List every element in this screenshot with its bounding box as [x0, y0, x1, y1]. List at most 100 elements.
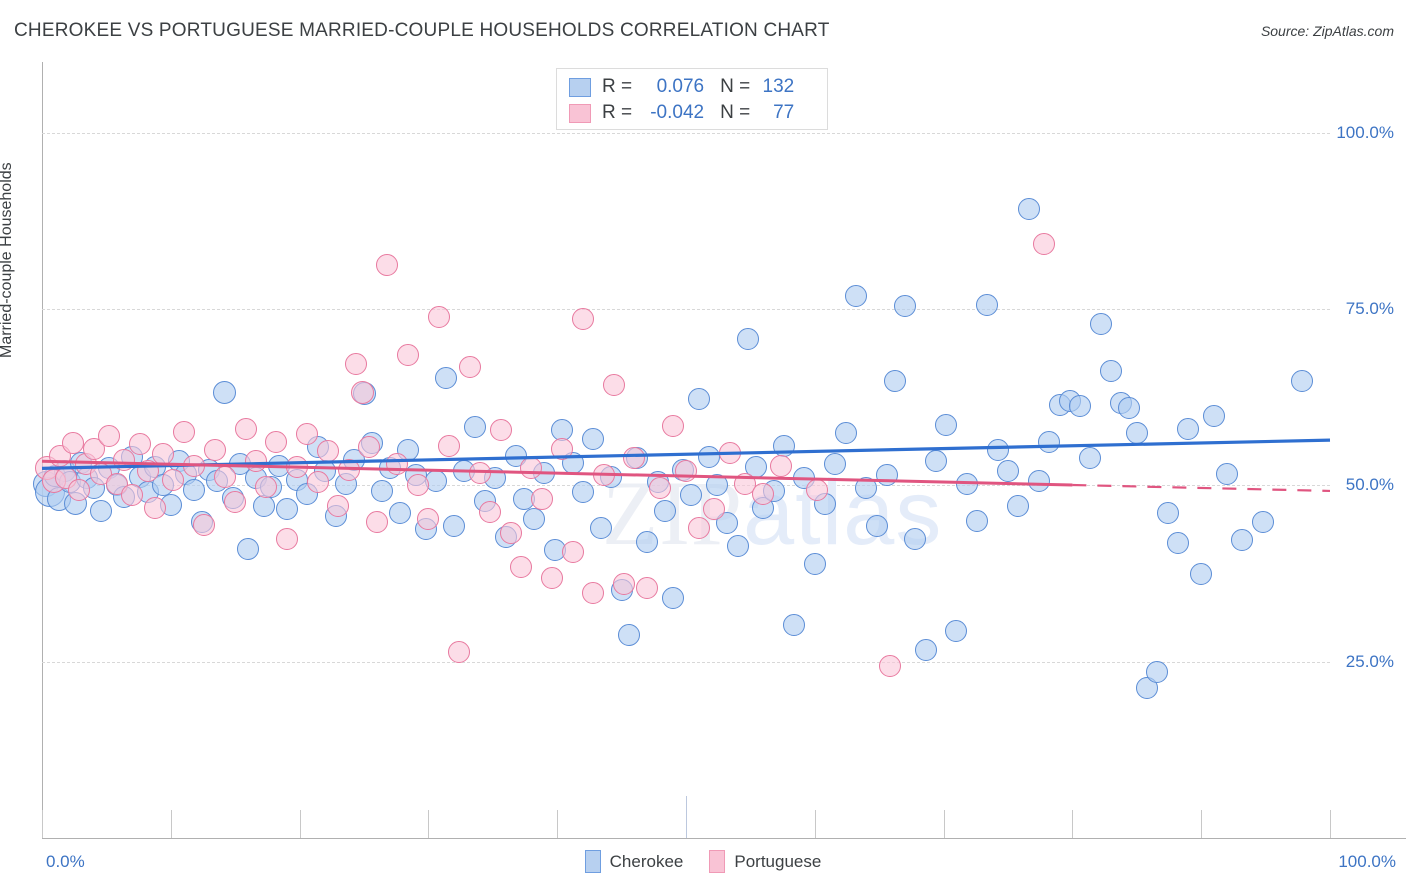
scatter-point-portuguese[interactable]	[121, 484, 144, 507]
scatter-point-cherokee[interactable]	[893, 295, 916, 318]
scatter-point-cherokee[interactable]	[935, 413, 958, 436]
scatter-point-cherokee[interactable]	[716, 512, 739, 535]
scatter-point-portuguese[interactable]	[345, 352, 368, 375]
scatter-point-portuguese[interactable]	[358, 436, 381, 459]
scatter-point-portuguese[interactable]	[61, 431, 84, 454]
scatter-point-cherokee[interactable]	[571, 481, 594, 504]
scatter-point-cherokee[interactable]	[275, 498, 298, 521]
scatter-point-cherokee[interactable]	[1290, 369, 1313, 392]
scatter-point-cherokee[interactable]	[924, 450, 947, 473]
scatter-point-portuguese[interactable]	[438, 434, 460, 457]
scatter-point-portuguese[interactable]	[172, 420, 195, 443]
scatter-point-cherokee[interactable]	[1027, 470, 1050, 493]
scatter-point-portuguese[interactable]	[136, 460, 159, 483]
scatter-point-portuguese[interactable]	[770, 454, 793, 477]
scatter-point-portuguese[interactable]	[718, 441, 741, 464]
scatter-point-cherokee[interactable]	[1215, 462, 1238, 485]
scatter-point-portuguese[interactable]	[561, 540, 584, 563]
scatter-point-portuguese[interactable]	[286, 455, 309, 478]
scatter-point-portuguese[interactable]	[489, 419, 512, 442]
scatter-point-portuguese[interactable]	[327, 495, 350, 518]
scatter-point-portuguese[interactable]	[337, 458, 360, 481]
scatter-point-cherokee[interactable]	[237, 537, 260, 560]
scatter-point-cherokee[interactable]	[687, 388, 710, 411]
scatter-point-portuguese[interactable]	[806, 478, 829, 501]
scatter-point-cherokee[interactable]	[1079, 447, 1102, 470]
scatter-point-portuguese[interactable]	[365, 510, 388, 533]
scatter-point-portuguese[interactable]	[224, 491, 247, 514]
scatter-point-portuguese[interactable]	[407, 474, 430, 497]
scatter-point-cherokee[interactable]	[1146, 660, 1169, 683]
scatter-point-cherokee[interactable]	[1069, 395, 1092, 418]
scatter-point-cherokee[interactable]	[523, 508, 546, 531]
scatter-point-cherokee[interactable]	[834, 422, 857, 445]
scatter-point-portuguese[interactable]	[510, 556, 533, 579]
scatter-point-cherokee[interactable]	[435, 367, 458, 390]
scatter-point-portuguese[interactable]	[499, 522, 522, 545]
scatter-point-cherokee[interactable]	[945, 619, 968, 642]
scatter-point-portuguese[interactable]	[351, 380, 375, 404]
scatter-point-portuguese[interactable]	[448, 640, 471, 663]
scatter-point-portuguese[interactable]	[592, 464, 615, 487]
scatter-point-cherokee[interactable]	[443, 515, 466, 538]
scatter-point-portuguese[interactable]	[427, 306, 450, 329]
scatter-point-cherokee[interactable]	[371, 479, 394, 502]
scatter-point-cherokee[interactable]	[389, 502, 412, 525]
scatter-point-cherokee[interactable]	[582, 427, 605, 450]
scatter-point-cherokee[interactable]	[662, 587, 685, 610]
scatter-point-portuguese[interactable]	[613, 573, 636, 596]
scatter-point-portuguese[interactable]	[128, 433, 151, 456]
series-legend-item-portuguese[interactable]: Portuguese	[709, 850, 821, 873]
scatter-point-portuguese[interactable]	[662, 415, 685, 437]
scatter-point-portuguese[interactable]	[396, 344, 419, 367]
scatter-point-cherokee[interactable]	[252, 495, 275, 518]
scatter-point-cherokee[interactable]	[705, 474, 728, 497]
scatter-point-cherokee[interactable]	[1038, 430, 1061, 453]
scatter-point-cherokee[interactable]	[182, 478, 205, 501]
series-legend-item-cherokee[interactable]: Cherokee	[584, 850, 683, 873]
scatter-point-portuguese[interactable]	[417, 508, 440, 531]
scatter-point-cherokee[interactable]	[883, 369, 906, 392]
scatter-point-cherokee[interactable]	[654, 499, 677, 522]
scatter-point-portuguese[interactable]	[752, 482, 775, 505]
scatter-point-cherokee[interactable]	[618, 623, 641, 646]
scatter-point-cherokee[interactable]	[904, 527, 927, 550]
scatter-point-cherokee[interactable]	[90, 500, 113, 523]
scatter-point-cherokee[interactable]	[914, 639, 937, 662]
scatter-point-portuguese[interactable]	[878, 654, 901, 677]
scatter-point-cherokee[interactable]	[1125, 422, 1148, 445]
scatter-point-cherokee[interactable]	[997, 460, 1019, 483]
scatter-point-portuguese[interactable]	[97, 424, 120, 447]
scatter-point-portuguese[interactable]	[234, 417, 257, 440]
scatter-point-cherokee[interactable]	[1118, 396, 1141, 419]
scatter-point-portuguese[interactable]	[162, 468, 185, 491]
scatter-point-cherokee[interactable]	[976, 293, 999, 316]
scatter-point-portuguese[interactable]	[636, 577, 659, 600]
scatter-point-cherokee[interactable]	[636, 530, 659, 553]
scatter-point-cherokee[interactable]	[1156, 502, 1179, 525]
scatter-point-portuguese[interactable]	[144, 496, 167, 519]
scatter-point-cherokee[interactable]	[955, 472, 978, 495]
scatter-point-portuguese[interactable]	[203, 439, 226, 461]
scatter-point-cherokee[interactable]	[1252, 510, 1275, 533]
scatter-point-cherokee[interactable]	[845, 285, 868, 308]
scatter-point-portuguese[interactable]	[275, 527, 298, 550]
scatter-point-cherokee[interactable]	[1167, 532, 1190, 555]
scatter-point-cherokee[interactable]	[783, 613, 806, 636]
scatter-point-portuguese[interactable]	[551, 437, 574, 460]
scatter-point-portuguese[interactable]	[306, 471, 329, 494]
scatter-point-cherokee[interactable]	[772, 434, 795, 457]
scatter-point-cherokee[interactable]	[463, 416, 486, 439]
scatter-point-cherokee[interactable]	[1203, 405, 1226, 428]
scatter-point-portuguese[interactable]	[703, 498, 726, 521]
scatter-point-portuguese[interactable]	[1033, 233, 1056, 255]
scatter-point-portuguese[interactable]	[316, 440, 339, 463]
scatter-point-cherokee[interactable]	[213, 380, 237, 404]
scatter-point-cherokee[interactable]	[803, 553, 826, 576]
scatter-point-cherokee[interactable]	[1089, 313, 1112, 336]
scatter-point-cherokee[interactable]	[966, 509, 989, 532]
scatter-point-portuguese[interactable]	[265, 430, 288, 453]
scatter-point-cherokee[interactable]	[1007, 495, 1030, 518]
scatter-point-cherokee[interactable]	[1017, 197, 1040, 220]
scatter-point-portuguese[interactable]	[468, 461, 491, 484]
